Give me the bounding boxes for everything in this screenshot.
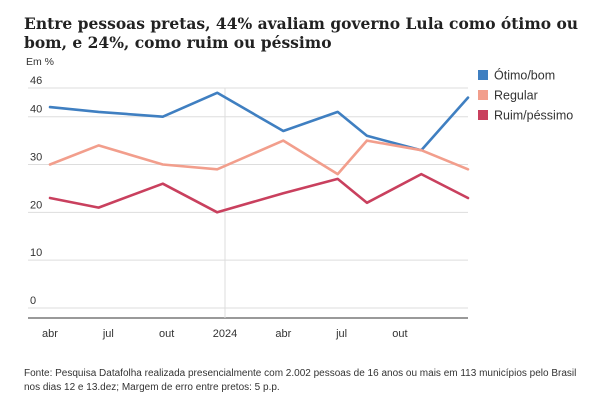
x-tick-label: out — [159, 328, 174, 340]
y-tick-label: 20 — [30, 199, 42, 211]
legend-swatch — [478, 110, 488, 120]
x-tick-label: out — [392, 328, 407, 340]
x-tick-label: jul — [102, 328, 114, 340]
chart-title: Entre pessoas pretas, 44% avaliam govern… — [24, 14, 579, 52]
x-tick-label: abr — [275, 328, 291, 340]
legend-label: Ruim/péssimo — [494, 109, 573, 123]
legend-label: Ótimo/bom — [494, 68, 555, 83]
legend-label: Regular — [494, 89, 538, 103]
y-tick-label: 40 — [30, 104, 42, 116]
y-tick-label: 0 — [30, 295, 36, 307]
x-tick-label: abr — [42, 328, 58, 340]
series-line-2 — [48, 172, 470, 214]
x-tick-label: 2024 — [213, 328, 237, 340]
series-line-1 — [48, 139, 470, 176]
y-tick-label: 10 — [30, 247, 42, 259]
x-tick-label: jul — [335, 328, 347, 340]
series-line-0 — [48, 91, 470, 152]
legend-swatch — [478, 90, 488, 100]
legend-swatch — [478, 70, 488, 80]
y-tick-label: 46 — [30, 75, 42, 87]
unit-label: Em % — [26, 56, 55, 68]
y-tick-label: 30 — [30, 152, 42, 164]
source-note: Fonte: Pesquisa Datafolha realizada pres… — [24, 368, 577, 393]
